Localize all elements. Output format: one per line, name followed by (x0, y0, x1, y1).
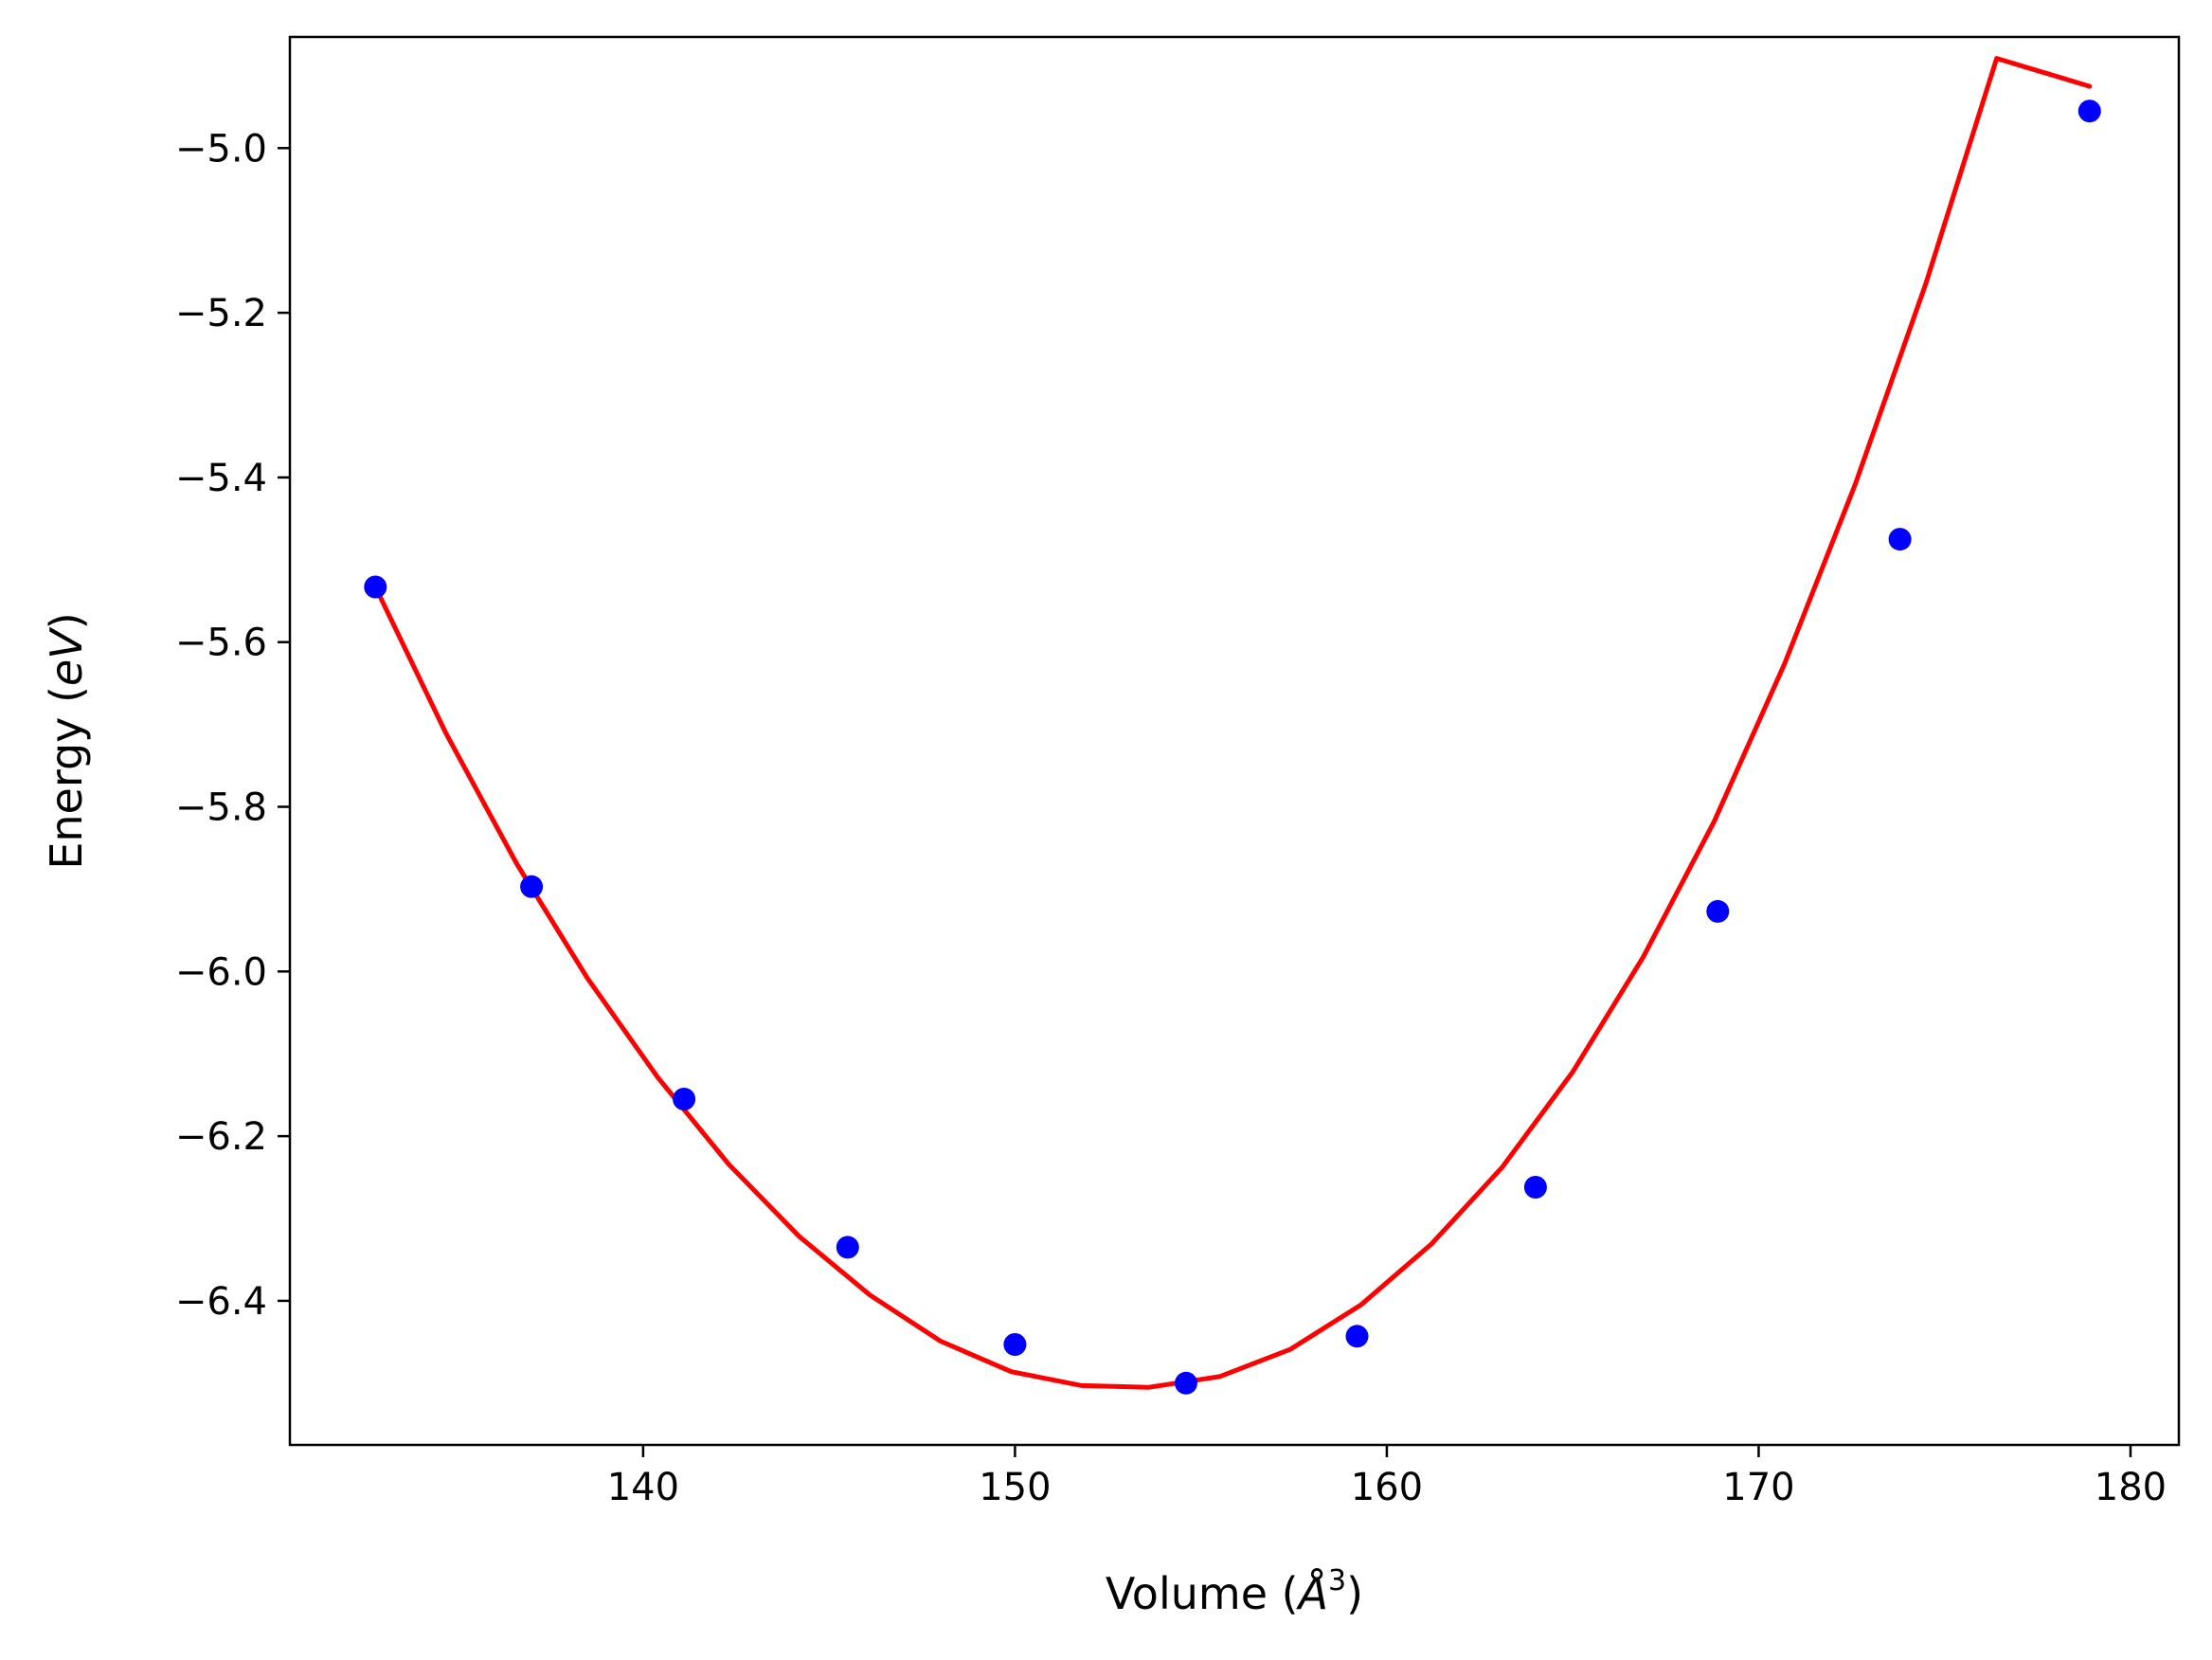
data-point (1706, 899, 1730, 923)
x-axis-label: Volume (Å3) (1106, 1564, 1363, 1619)
data-point (836, 1236, 859, 1259)
data-point (2077, 99, 2101, 123)
data-point (1523, 1176, 1547, 1199)
data-point (1175, 1371, 1197, 1395)
data-point (673, 1088, 696, 1110)
x-tick-label: 140 (607, 1466, 679, 1509)
x-axis-label-text: Volume ( (1106, 1568, 1299, 1619)
plot-marks (364, 56, 2101, 1395)
data-point (520, 875, 544, 898)
plot-frame (288, 35, 2181, 1447)
x-axis-label-sup: 3 (1328, 1564, 1346, 1597)
x-tick-label: 160 (1351, 1466, 1423, 1509)
y-tick-label: −5.2 (175, 292, 267, 335)
data-point (1345, 1325, 1369, 1348)
x-tick-label: 170 (1722, 1466, 1794, 1509)
y-axis-ticks: −5.0 −5.2 −5.4 −5.6 −5.8 −6.0 −6.2 −6.4 (175, 127, 290, 1324)
y-axis-label: Energy (eV) (41, 612, 92, 869)
data-point (1003, 1333, 1027, 1356)
data-point (1888, 528, 1912, 551)
y-axis-label-symbol: eV (41, 626, 92, 686)
y-tick-label: −5.4 (175, 457, 267, 500)
x-tick-label: 180 (2095, 1466, 2167, 1509)
y-axis-label-text: Energy ( (41, 686, 92, 870)
y-tick-label: −5.6 (175, 622, 267, 665)
x-axis-label-symbol: Å (1296, 1568, 1328, 1619)
y-tick-label: −6.0 (175, 950, 267, 994)
y-tick-label: −6.4 (175, 1280, 267, 1324)
y-axis-label-close: ) (41, 612, 92, 629)
x-axis-ticks: 140 150 160 170 180 (607, 1445, 2167, 1509)
x-axis-label-close: ) (1346, 1568, 1363, 1619)
y-tick-label: −6.2 (175, 1115, 267, 1159)
fit-line (372, 56, 2093, 1390)
y-tick-label: −5.8 (175, 786, 267, 830)
y-tick-label: −5.0 (175, 127, 267, 171)
x-tick-label: 150 (979, 1466, 1051, 1509)
data-point (364, 575, 387, 599)
